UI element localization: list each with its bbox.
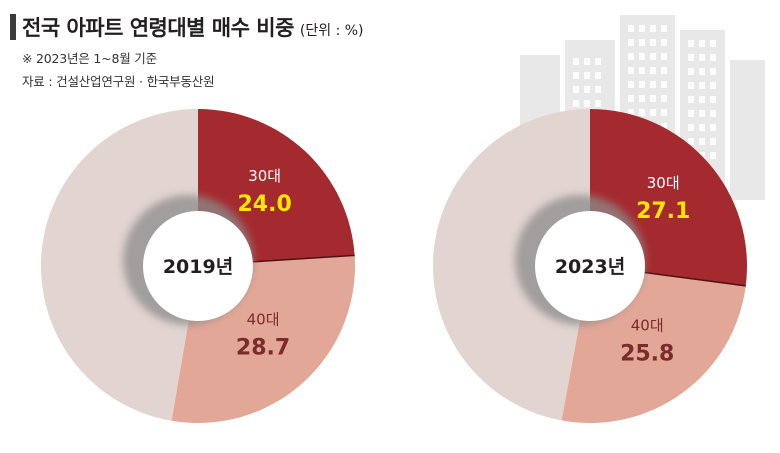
title-accent-bar	[10, 14, 16, 40]
slice-label-30대: 30대	[647, 174, 680, 192]
slice-other	[40, 109, 198, 421]
chart-header: 전국 아파트 연령대별 매수 비중 (단위 : %) ※ 2023년은 1~8월…	[10, 12, 364, 90]
donut-chart-1: 30대 27.1 40대 25.8 2023년	[432, 109, 747, 424]
donut-year-label: 2019년	[163, 256, 233, 278]
slice-other	[432, 109, 590, 421]
slice-value-30대: 24.0	[237, 192, 291, 217]
source-note: 자료 : 건설산업연구원 · 한국부동산원	[22, 74, 215, 89]
slice-label-30대: 30대	[248, 167, 281, 185]
donut-hole	[535, 211, 645, 321]
donut-chart-0: 30대 24.0 40대 28.7 2019년	[40, 109, 355, 423]
slice-value-40대: 28.7	[236, 335, 290, 360]
slice-value-40대: 25.8	[620, 342, 674, 367]
date-note: ※ 2023년은 1~8월 기준	[22, 51, 157, 66]
donut-year-label: 2023년	[555, 256, 625, 278]
slice-label-40대: 40대	[247, 310, 280, 328]
slice-label-40대: 40대	[631, 317, 664, 335]
unit-label: (단위 : %)	[299, 23, 364, 39]
slice-value-30대: 27.1	[636, 199, 690, 224]
donut-hole	[143, 211, 253, 321]
chart-title: 전국 아파트 연령대별 매수 비중	[22, 16, 294, 40]
